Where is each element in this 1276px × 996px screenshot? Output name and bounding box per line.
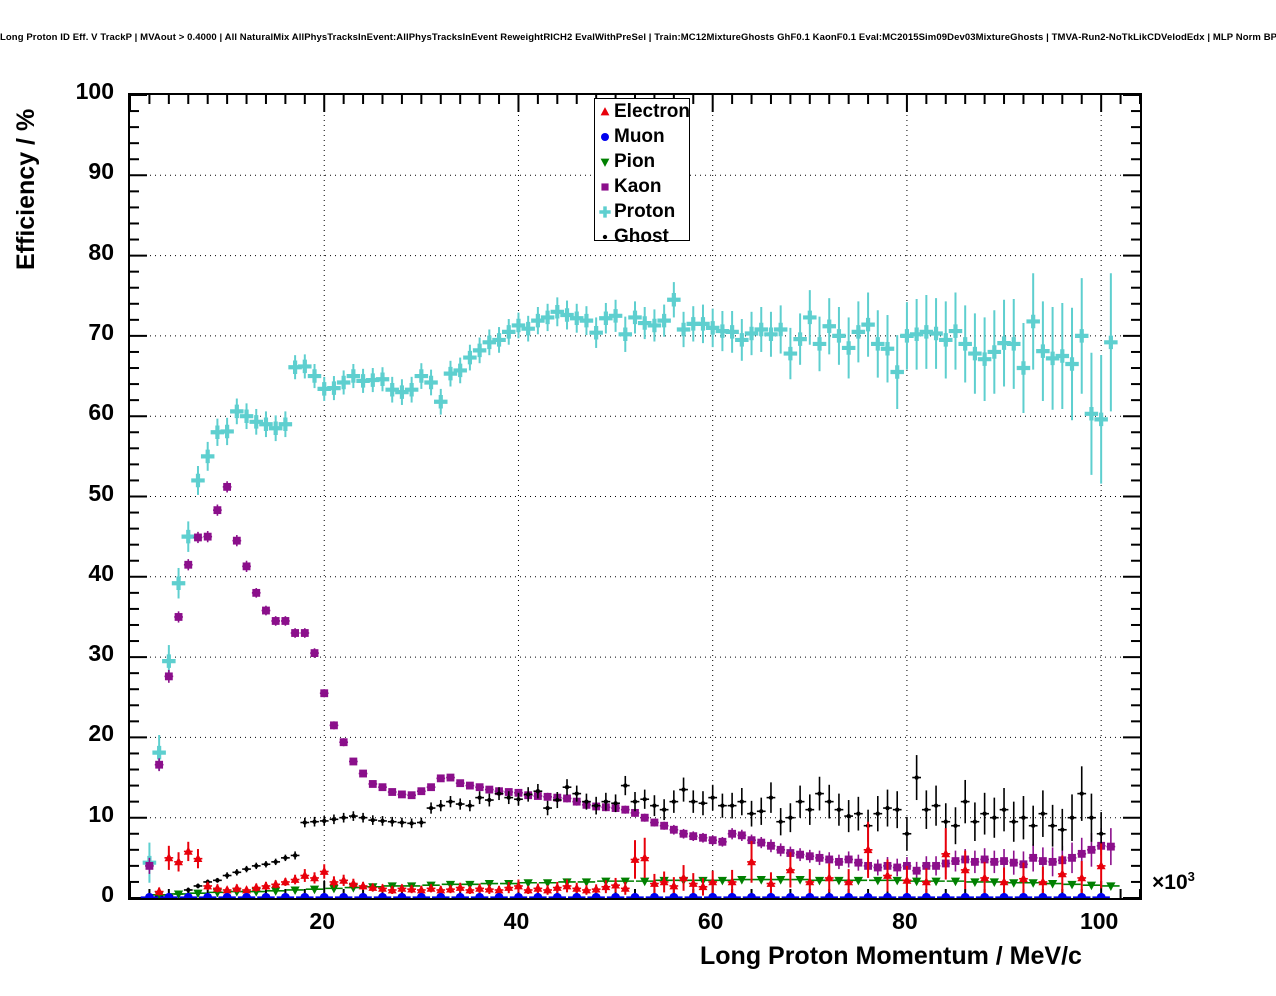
legend-entry-electron[interactable]: Electron — [595, 99, 691, 124]
x-tick-label: 100 — [1079, 908, 1119, 934]
y-tick-label: 80 — [88, 238, 114, 265]
y-tick-label: 10 — [88, 800, 114, 827]
cross-marker-icon — [597, 202, 613, 222]
y-tick-label: 30 — [88, 640, 114, 667]
x-axis-label: Long Proton Momentum / MeV/c — [700, 942, 1082, 970]
triangle-up-marker-icon — [597, 102, 613, 122]
legend-label: Electron — [614, 101, 691, 122]
legend-label: Ghost — [614, 226, 669, 247]
dot-marker-icon — [597, 227, 613, 247]
circle-marker-icon — [597, 127, 613, 147]
legend: Electron Muon Pion Kaon Proton Ghost — [594, 98, 691, 246]
legend-label: Proton — [614, 201, 676, 222]
y-tick-label: 20 — [88, 720, 114, 747]
y-tick-label: 90 — [88, 158, 114, 185]
exponent-power: 3 — [1187, 869, 1195, 884]
series-kaon — [145, 481, 1116, 880]
x-tick-label: 80 — [892, 908, 918, 934]
plot-frame — [128, 93, 1142, 900]
series-electron — [154, 821, 1106, 898]
y-tick-label: 60 — [88, 399, 114, 426]
y-tick-label: 0 — [101, 881, 114, 907]
legend-entry-proton[interactable]: Proton — [595, 199, 689, 224]
x-tick-label: 20 — [309, 908, 336, 934]
exponent-prefix: ×10 — [1152, 871, 1188, 894]
x-tick-label: 40 — [503, 908, 530, 934]
y-tick-label: 70 — [88, 318, 114, 345]
legend-entry-muon[interactable]: Muon — [595, 124, 689, 149]
y-axis-label-container: Efficiency / % — [12, 109, 54, 620]
x-tick-label: 60 — [697, 908, 724, 934]
legend-label: Muon — [614, 126, 665, 147]
legend-entry-ghost[interactable]: Ghost — [595, 224, 689, 249]
series-muon — [140, 892, 1110, 898]
square-marker-icon — [597, 177, 613, 197]
data-canvas — [130, 95, 1140, 898]
legend-label: Kaon — [614, 176, 662, 197]
y-tick-label: 40 — [88, 559, 114, 586]
x-axis-exponent: ×103 — [1152, 869, 1195, 895]
triangle-down-marker-icon — [597, 152, 613, 172]
plot-title: Long Proton ID Eff. V TrackP | MVAout > … — [0, 32, 1276, 43]
legend-entry-kaon[interactable]: Kaon — [595, 174, 689, 199]
y-tick-label: 100 — [75, 78, 114, 104]
y-tick-label: 50 — [88, 479, 114, 506]
series-proton — [142, 273, 1118, 883]
legend-label: Pion — [614, 151, 656, 172]
y-axis-label: Efficiency / % — [12, 108, 40, 270]
legend-entry-pion[interactable]: Pion — [595, 149, 689, 174]
series-ghost — [154, 755, 1106, 898]
